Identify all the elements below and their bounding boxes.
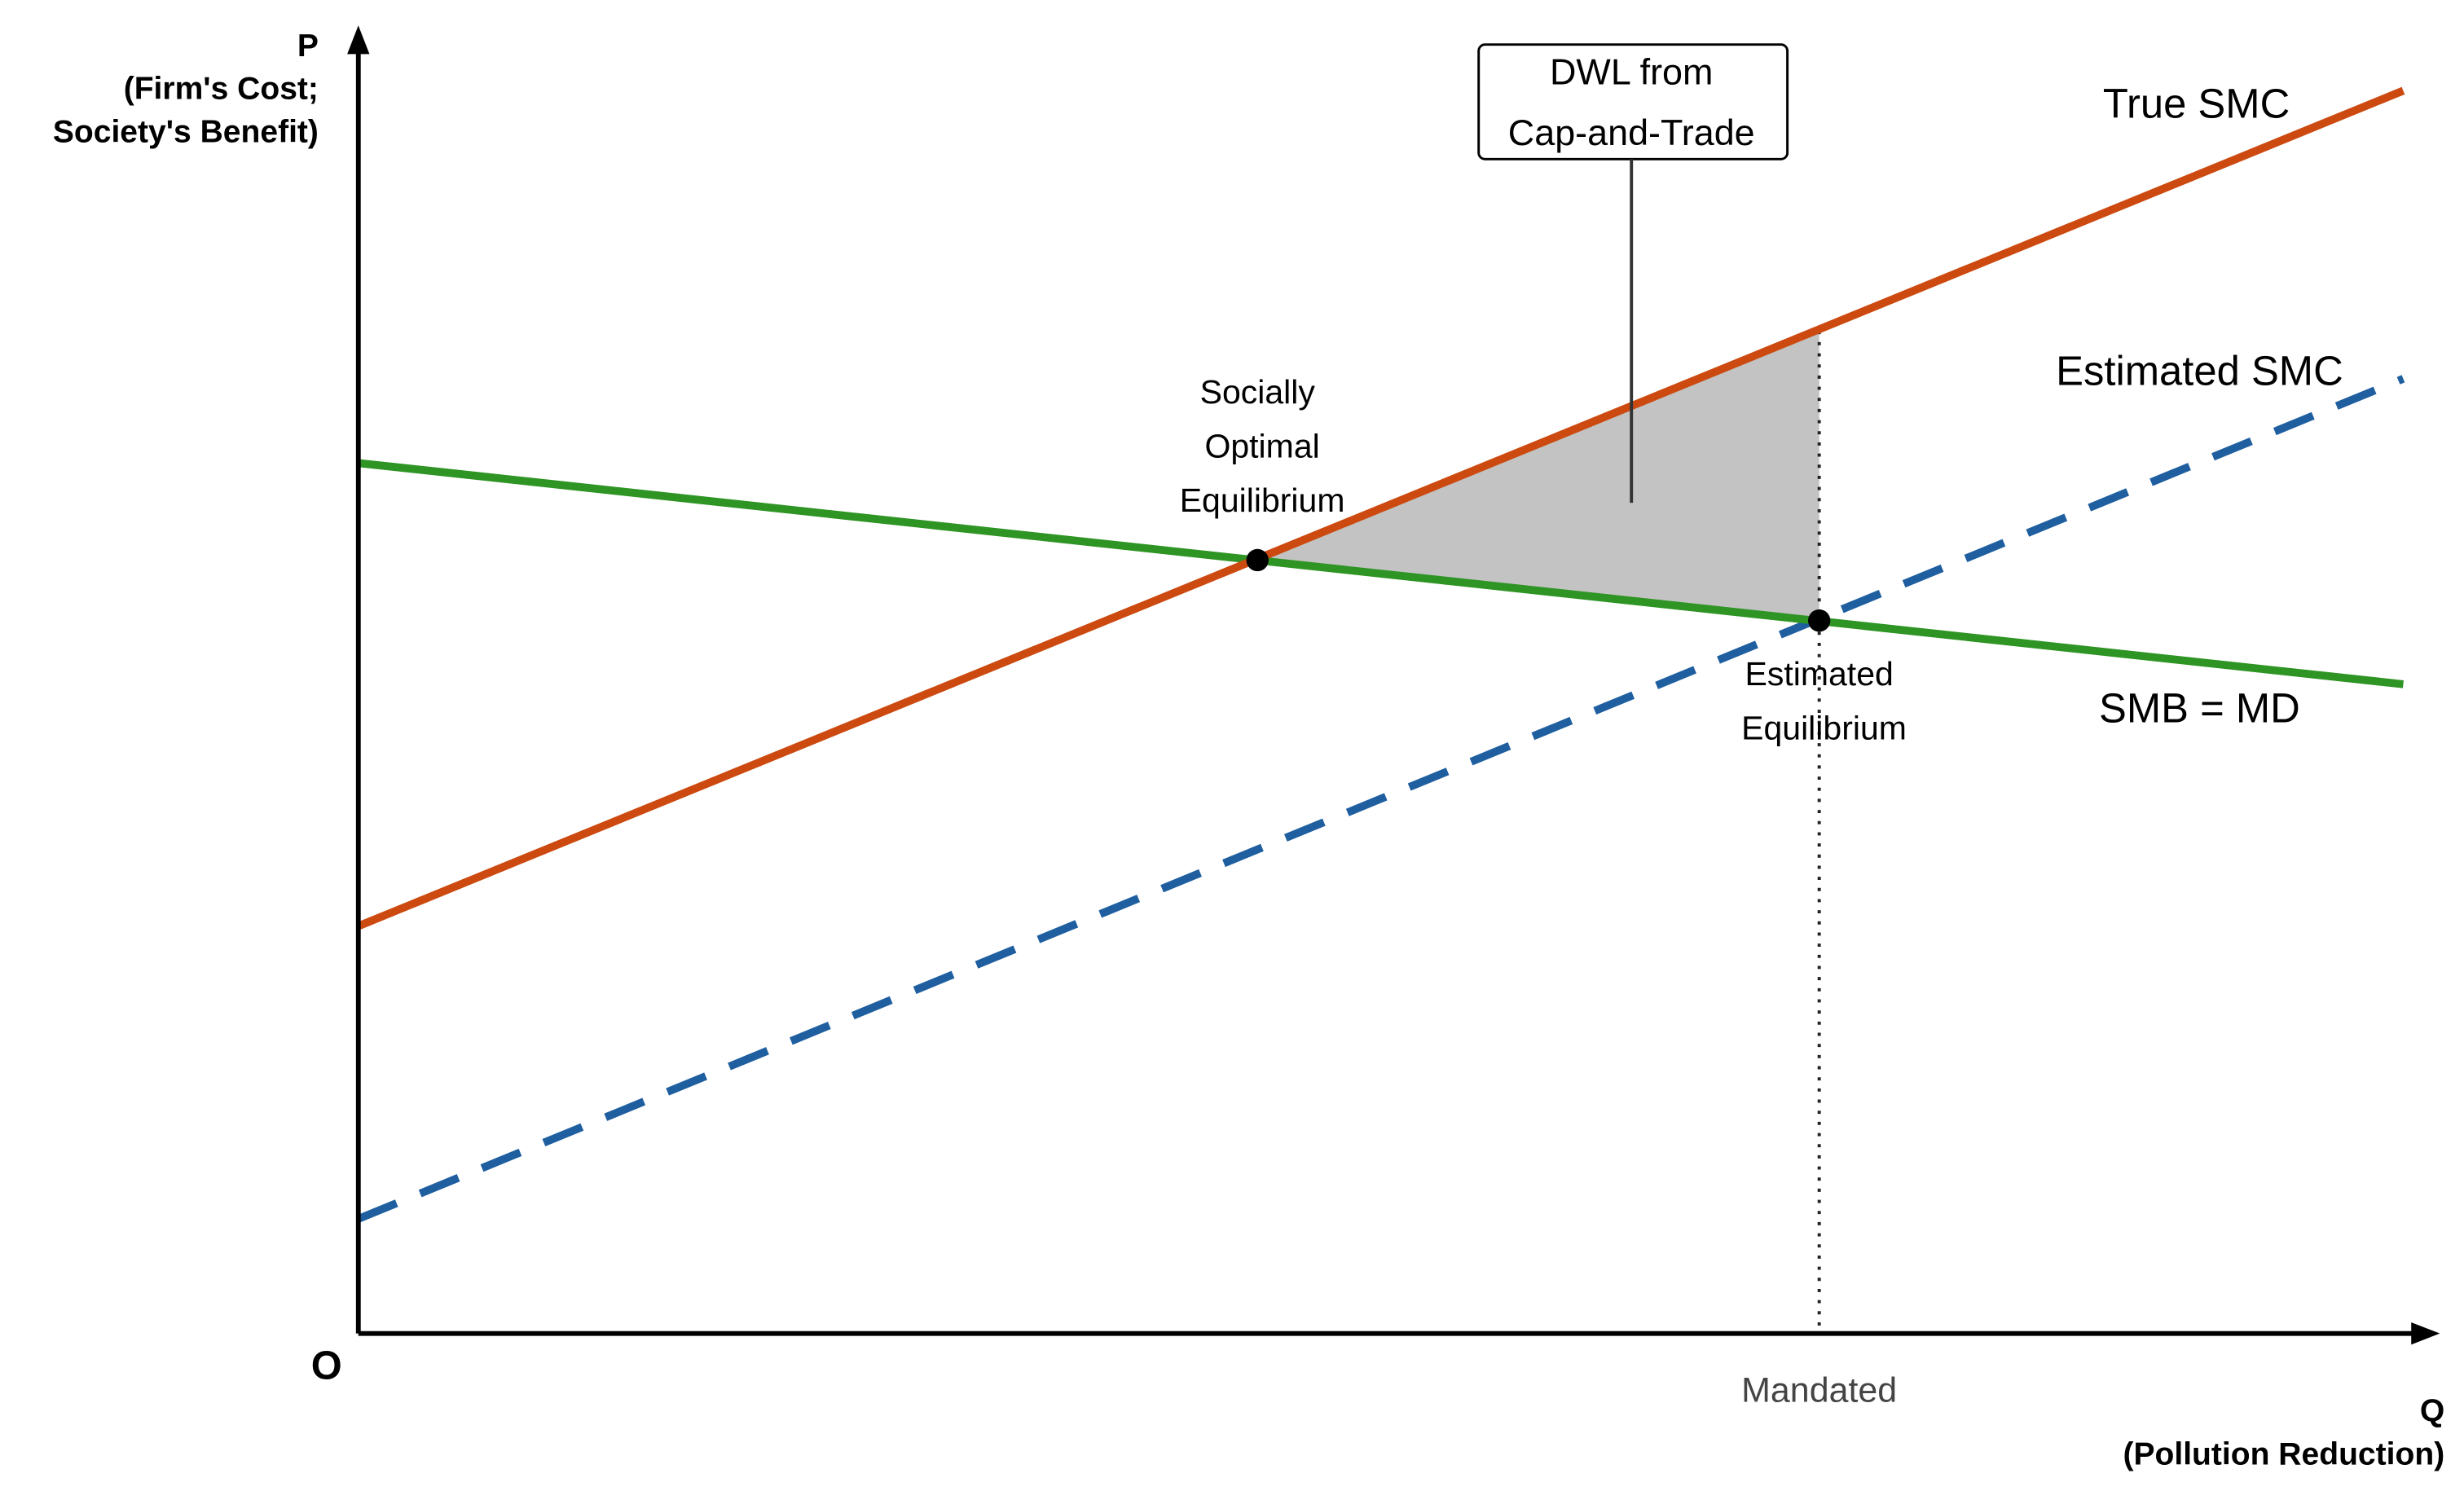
origin-label: O [311, 1344, 342, 1388]
x-marker-label: Mandated [1741, 1370, 1897, 1410]
callout-text: DWL from [1550, 51, 1713, 93]
x-axis-title: Q [2420, 1394, 2444, 1429]
y-axis-title: (Firm's Cost; [124, 72, 319, 107]
point-label: Estimated [1745, 655, 1894, 693]
optimal-point [1246, 548, 1269, 572]
estimated-point [1808, 609, 1831, 632]
point-label: Equilibrium [1180, 482, 1345, 519]
point-label: Equilibrium [1741, 709, 1907, 746]
point-label: Socially [1200, 373, 1316, 411]
smb-curve [358, 459, 2404, 688]
x-arrow [2411, 1322, 2440, 1345]
y-arrow [347, 25, 370, 55]
dwl-area [1257, 331, 1819, 621]
y-axis-title: Society's Benefit) [53, 114, 319, 149]
curve-label: True SMC [2103, 80, 2290, 126]
estimated-smc-curve [356, 375, 2405, 1223]
x-axis-title: (Pollution Reduction) [2123, 1436, 2444, 1471]
curve-label: Estimated SMC [2056, 347, 2343, 394]
callout-text: Cap-and-Trade [1508, 112, 1755, 153]
true-smc-curve [356, 86, 2405, 930]
y-axis-title: P [297, 29, 319, 64]
point-label: Optimal [1204, 428, 1319, 465]
curve-label: SMB = MD [2099, 684, 2300, 731]
